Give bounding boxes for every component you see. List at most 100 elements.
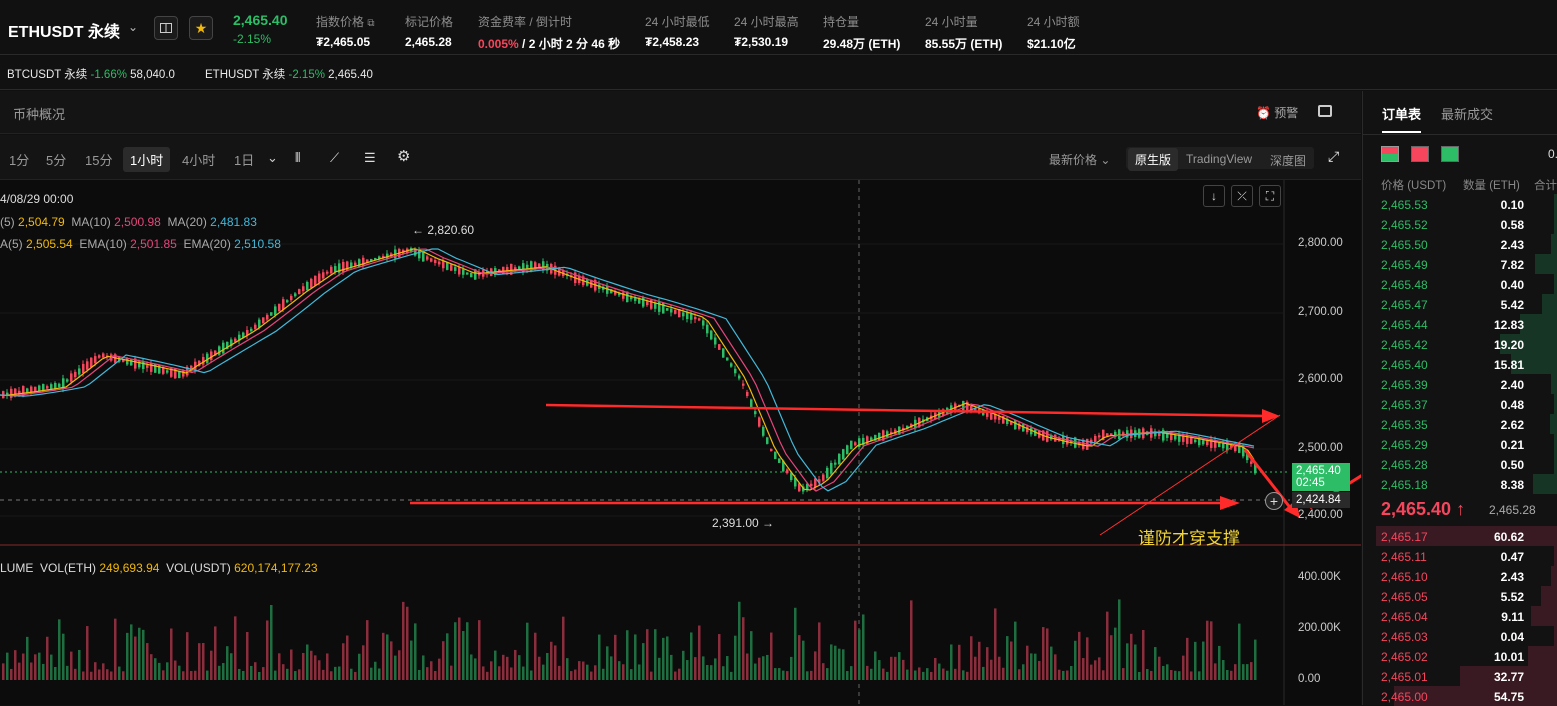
view-depth[interactable]: 深度图 [1270,154,1307,168]
tf-1h[interactable]: 1小时 [123,147,171,172]
ask-row[interactable]: 2,465.48 0.40 [1363,274,1557,294]
orderbook-bids-icon[interactable] [1441,146,1459,162]
volume-bar [1206,620,1209,680]
volume-bar [586,664,589,680]
bid-row[interactable]: 2,465.04 9.11 [1363,606,1557,626]
candle [790,473,793,481]
volume-bar [398,650,401,680]
collapse-icon[interactable]: ⤫ [1231,185,1253,207]
bid-row[interactable]: 2,465.11 0.47 [1363,546,1557,566]
volume-bar [1026,645,1029,680]
list-icon[interactable]: ☰ [364,150,376,165]
candle [998,416,1001,420]
tf-1m[interactable]: 1分 [9,153,30,168]
volume-bar [166,662,169,680]
candle [1054,434,1057,442]
indicator-icon[interactable]: ⟋ [330,150,340,165]
volume-bar [126,632,129,680]
volume-bar [678,668,681,680]
ask-row[interactable]: 2,465.39 2.40 [1363,374,1557,394]
tab-orderbook[interactable]: 订单表 [1382,104,1422,133]
candle [282,299,285,310]
tf-1d[interactable]: 1日 [234,153,255,168]
tab-trades[interactable]: 最新成交 [1441,107,1494,122]
symbol-title[interactable]: ETHUSDT 永续 [8,24,121,41]
ask-row[interactable]: 2,465.53 0.10 [1363,194,1557,214]
bid-row[interactable]: 2,465.02 10.01 [1363,646,1557,666]
orderbook-asks-icon[interactable] [1411,146,1429,162]
bid-row[interactable]: 2,465.05 5.52 [1363,586,1557,606]
volume-bar [510,667,513,680]
candle [530,261,533,272]
volume-bar [922,671,925,680]
volume-bar [950,644,953,680]
ask-row[interactable]: 2,465.18 8.38 [1363,474,1557,494]
ask-row[interactable]: 2,465.52 0.58 [1363,214,1557,234]
layout-icon[interactable] [1318,105,1332,117]
precision-select[interactable]: 0. [1548,147,1557,161]
candle [1118,429,1121,440]
ask-row[interactable]: 2,465.40 15.81 [1363,354,1557,374]
arrow-down-icon[interactable]: ↓ [1203,185,1225,207]
volume-bar [6,652,9,680]
candle [818,479,821,483]
volume-bar [110,671,113,680]
volume-bar [194,670,197,680]
volume-bar [646,629,649,680]
volume-bar [1230,670,1233,680]
fullscreen-icon[interactable]: ⛶ [1259,185,1281,207]
ask-row[interactable]: 2,465.49 7.82 [1363,254,1557,274]
ask-row[interactable]: 2,465.50 2.43 [1363,234,1557,254]
volume-bar [890,656,893,680]
settings-icon[interactable]: ⚙ [397,148,411,165]
volume-bar [830,644,833,680]
volume-bar [726,656,729,680]
tf-15m[interactable]: 15分 [85,153,113,168]
ask-row[interactable]: 2,465.28 0.50 [1363,454,1557,474]
depth-bar [1530,606,1557,626]
view-tradingview[interactable]: TradingView [1186,152,1253,166]
candle [274,306,277,316]
chevron-down-icon[interactable]: ⌄ [267,150,278,165]
ask-row[interactable]: 2,465.29 0.21 [1363,434,1557,454]
bid-price: 2,465.05 [1381,590,1428,604]
candle [378,256,381,260]
bid-price: 2,465.11 [1381,550,1427,564]
bid-row[interactable]: 2,465.00 54.75 [1363,686,1557,706]
volume-bar [1054,654,1057,680]
ticker-eth[interactable]: ETHUSDT 永续 -2.15% 2,465.40 [205,69,373,81]
bid-row[interactable]: 2,465.03 0.04 [1363,626,1557,646]
ask-row[interactable]: 2,465.47 5.42 [1363,294,1557,314]
ask-row[interactable]: 2,465.35 2.62 [1363,414,1557,434]
volume-bar [1110,635,1113,680]
price-chart[interactable]: 4/08/29 00:00 (5) 2,504.79 MA(10) 2,500.… [0,180,1361,705]
bid-row[interactable]: 2,465.01 32.77 [1363,666,1557,686]
star-icon[interactable]: ★ [189,16,213,40]
tf-5m[interactable]: 5分 [46,153,67,168]
plus-icon[interactable]: + [1265,492,1283,510]
ticker-btc[interactable]: BTCUSDT 永续 -1.66% 58,040.0 [7,69,175,81]
candle [618,293,621,296]
candlestick-icon[interactable]: ⫴ [295,150,301,165]
candle [50,384,53,390]
tf-4h[interactable]: 4小时 [182,153,216,168]
view-native[interactable]: 原生版 [1128,148,1179,171]
ask-row[interactable]: 2,465.37 0.48 [1363,394,1557,414]
bid-price: 2,465.04 [1381,610,1428,624]
alert-button[interactable]: ⏰ 预警 [1256,106,1299,120]
bid-row[interactable]: 2,465.17 60.62 [1363,526,1557,546]
depth-bar [1554,434,1557,454]
volume-bar [250,665,253,680]
bid-qty: 60.62 [1493,530,1524,544]
overview-title[interactable]: 币种概况 [13,107,66,122]
ask-row[interactable]: 2,465.42 19.20 [1363,334,1557,354]
volume-bar [346,635,349,680]
bid-row[interactable]: 2,465.10 2.43 [1363,566,1557,586]
orderbook-both-icon[interactable] [1381,146,1399,162]
expand-icon[interactable]: ⤢ [1328,148,1340,164]
price-mode-select[interactable]: 最新价格 ⌄ [1049,153,1111,167]
depth-bar [1554,194,1557,214]
ask-row[interactable]: 2,465.44 12.83 [1363,314,1557,334]
chevron-down-icon[interactable]: ⌄ [128,20,139,34]
book-icon[interactable] [154,16,178,40]
